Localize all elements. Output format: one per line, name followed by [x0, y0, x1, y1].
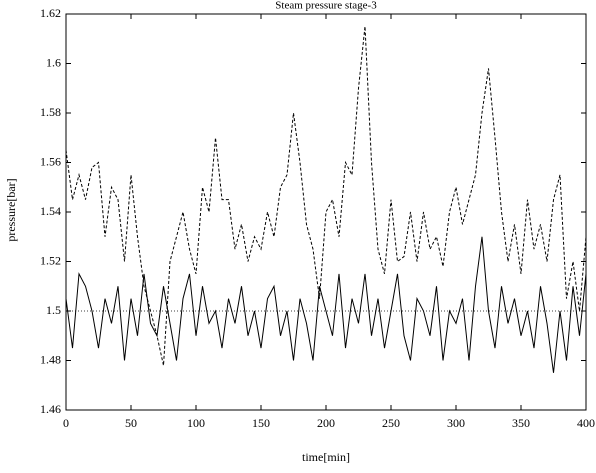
y-tick-label: 1.56 [40, 154, 61, 168]
x-tick-label: 350 [512, 416, 530, 430]
x-tick-label: 0 [63, 416, 69, 430]
y-tick-label: 1.6 [46, 55, 61, 69]
y-tick-label: 1.54 [40, 204, 61, 218]
data-line [65, 236, 587, 373]
x-tick-label: 150 [252, 416, 270, 430]
x-tick-label: 100 [187, 416, 205, 430]
y-tick-label: 1.48 [40, 352, 61, 366]
plot-frame [65, 13, 587, 411]
y-tick-label: 1.62 [40, 6, 61, 20]
data-line [65, 26, 587, 366]
y-axis-label: pressure[bar] [4, 178, 18, 241]
x-tick-label: 50 [125, 416, 137, 430]
x-tick-label: 200 [317, 416, 335, 430]
y-tick-label: 1.46 [40, 402, 61, 416]
x-tick-label: 250 [382, 416, 400, 430]
x-tick-label: 400 [577, 416, 595, 430]
y-tick-label: 1.58 [40, 105, 61, 119]
y-tick-label: 1.5 [46, 303, 61, 317]
y-tick-label: 1.52 [40, 253, 61, 267]
chart-title: Steam pressure stage-3 [275, 0, 377, 12]
x-tick-label: 300 [447, 416, 465, 430]
x-axis-label: time[min] [302, 450, 350, 464]
